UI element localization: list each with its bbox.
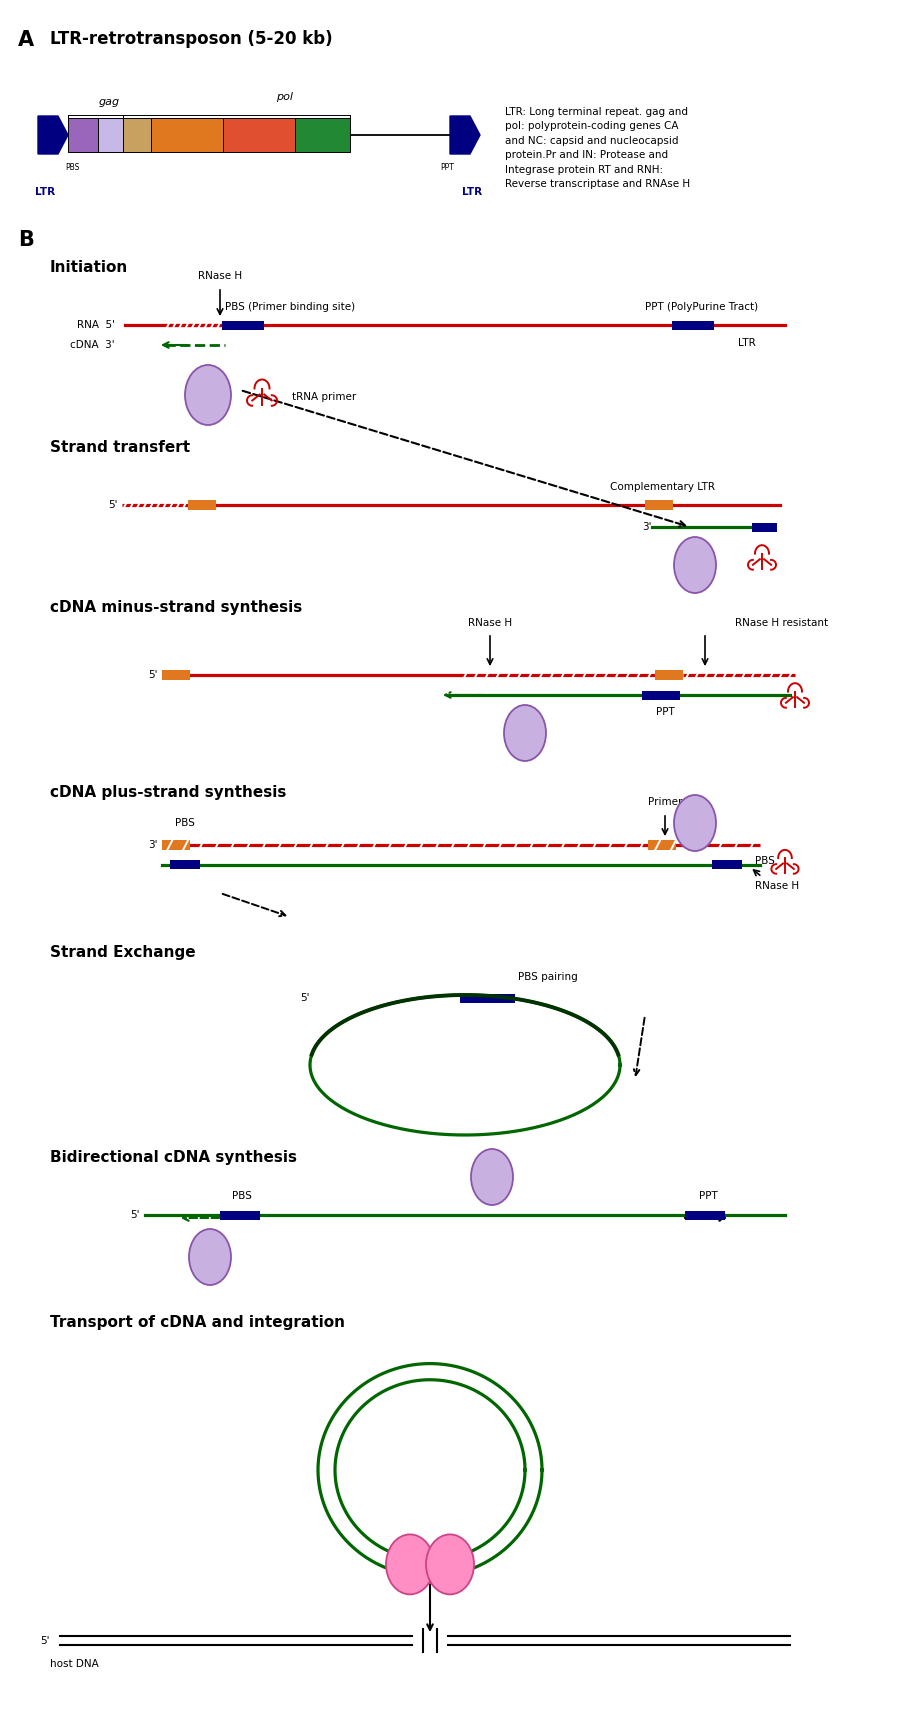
Ellipse shape	[504, 705, 546, 760]
Text: PBS: PBS	[755, 857, 775, 865]
Ellipse shape	[386, 1534, 434, 1594]
Text: 5': 5'	[148, 671, 158, 679]
Text: LTR: LTR	[462, 187, 482, 198]
FancyBboxPatch shape	[68, 119, 98, 151]
FancyBboxPatch shape	[645, 501, 673, 511]
Ellipse shape	[189, 1230, 231, 1285]
Text: A: A	[18, 29, 34, 50]
FancyBboxPatch shape	[672, 320, 714, 330]
Text: tRNA primer: tRNA primer	[292, 392, 356, 402]
FancyBboxPatch shape	[295, 119, 350, 151]
Text: LTR: LTR	[35, 187, 55, 198]
Text: NC: NC	[104, 131, 118, 139]
Text: 3': 3'	[642, 521, 652, 531]
Text: Bidirectional cDNA synthesis: Bidirectional cDNA synthesis	[50, 1151, 297, 1164]
FancyBboxPatch shape	[162, 671, 190, 679]
Ellipse shape	[471, 1149, 513, 1206]
Text: host DNA: host DNA	[50, 1660, 99, 1668]
Text: RNase H: RNase H	[755, 881, 799, 891]
Ellipse shape	[674, 537, 716, 593]
Text: RNase H: RNase H	[468, 617, 512, 628]
FancyBboxPatch shape	[642, 690, 680, 700]
Text: Strand transfert: Strand transfert	[50, 440, 190, 456]
Text: IN: IN	[316, 131, 329, 139]
Text: gag: gag	[98, 96, 120, 107]
Text: PBS: PBS	[176, 819, 195, 827]
Text: Transport of cDNA and integration: Transport of cDNA and integration	[50, 1316, 345, 1330]
Polygon shape	[450, 115, 480, 155]
FancyBboxPatch shape	[460, 994, 515, 1003]
Polygon shape	[38, 115, 68, 155]
FancyBboxPatch shape	[188, 501, 216, 511]
Text: RNA  5': RNA 5'	[77, 320, 115, 330]
FancyBboxPatch shape	[98, 119, 123, 151]
Text: Complementary LTR: Complementary LTR	[610, 482, 715, 492]
Ellipse shape	[674, 795, 716, 851]
Text: pol: pol	[276, 91, 293, 101]
Text: cDNA plus-strand synthesis: cDNA plus-strand synthesis	[50, 784, 286, 800]
Text: cDNA minus-strand synthesis: cDNA minus-strand synthesis	[50, 600, 302, 616]
Text: 5': 5'	[40, 1636, 50, 1646]
FancyBboxPatch shape	[752, 523, 777, 531]
Text: PBS pairing: PBS pairing	[518, 972, 578, 982]
Text: PPT: PPT	[655, 707, 674, 717]
Text: Primer: Primer	[648, 796, 682, 807]
FancyBboxPatch shape	[220, 1211, 260, 1219]
Text: RNase H resistant: RNase H resistant	[735, 617, 828, 628]
Text: Initiation: Initiation	[50, 260, 128, 275]
Text: 3': 3'	[148, 839, 158, 850]
FancyBboxPatch shape	[170, 860, 200, 870]
FancyBboxPatch shape	[123, 119, 151, 151]
Ellipse shape	[426, 1534, 474, 1594]
Text: LTR: Long terminal repeat. gag and
pol: polyprotein-coding genes CA
and NC: caps: LTR: Long terminal repeat. gag and pol: …	[505, 107, 690, 189]
Text: Strand Exchange: Strand Exchange	[50, 944, 195, 960]
FancyBboxPatch shape	[222, 320, 264, 330]
Text: LTR-retrotransposon (5-20 kb): LTR-retrotransposon (5-20 kb)	[50, 29, 333, 48]
Text: PBS: PBS	[65, 163, 79, 172]
Text: 5': 5'	[109, 501, 118, 511]
Text: PPT: PPT	[698, 1190, 717, 1201]
Text: Pr: Pr	[131, 131, 142, 139]
Text: PPT (PolyPurine Tract): PPT (PolyPurine Tract)	[645, 303, 758, 311]
Text: CA: CA	[76, 131, 90, 139]
FancyBboxPatch shape	[223, 119, 295, 151]
Text: PPT: PPT	[440, 163, 454, 172]
FancyBboxPatch shape	[162, 839, 190, 850]
Text: 5': 5'	[301, 992, 310, 1003]
Text: PBS: PBS	[232, 1190, 252, 1201]
Text: LTR: LTR	[738, 339, 756, 347]
FancyBboxPatch shape	[712, 860, 742, 870]
Text: PBS (Primer binding site): PBS (Primer binding site)	[225, 303, 356, 311]
Text: RNase H: RNase H	[198, 272, 242, 280]
Text: cDNA  3': cDNA 3'	[70, 341, 115, 349]
Ellipse shape	[185, 365, 231, 425]
FancyBboxPatch shape	[648, 839, 676, 850]
Text: B: B	[18, 230, 34, 249]
Text: 5': 5'	[130, 1209, 140, 1219]
Text: RT: RT	[179, 131, 195, 139]
FancyBboxPatch shape	[655, 671, 683, 679]
Text: RNH: RNH	[246, 131, 273, 139]
FancyBboxPatch shape	[151, 119, 223, 151]
FancyBboxPatch shape	[685, 1211, 725, 1219]
